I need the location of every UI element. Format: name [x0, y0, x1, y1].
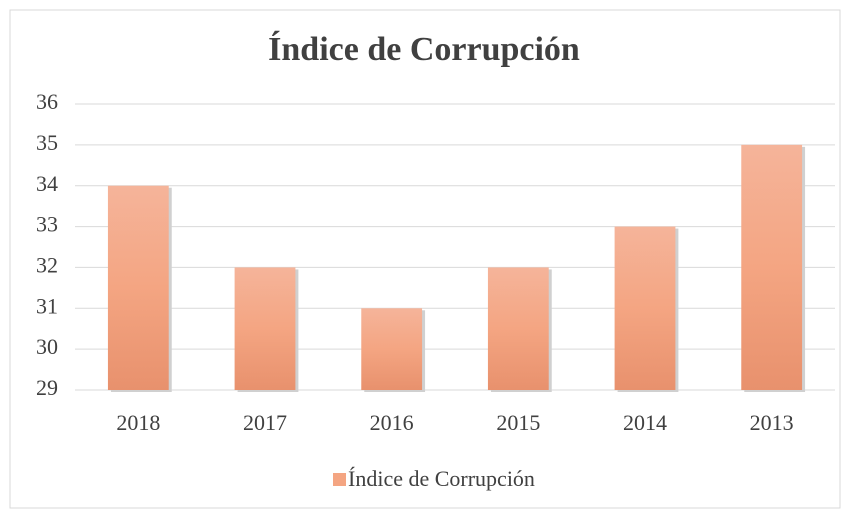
legend-label: Índice de Corrupción: [348, 466, 535, 491]
y-tick-label: 32: [36, 252, 58, 277]
chart-title: Índice de Corrupción: [268, 31, 580, 68]
x-tick-label: 2017: [243, 410, 287, 435]
x-tick-label: 2013: [750, 410, 794, 435]
y-tick-label: 33: [36, 212, 58, 237]
y-tick-label: 31: [36, 293, 58, 318]
bar: [361, 308, 423, 390]
bar: [741, 144, 803, 390]
y-tick-label: 29: [36, 375, 58, 400]
y-tick-label: 35: [36, 130, 58, 155]
y-tick-label: 36: [36, 89, 58, 114]
legend-swatch: [333, 473, 346, 486]
x-tick-label: 2018: [116, 410, 160, 435]
x-tick-label: 2015: [496, 410, 540, 435]
x-tick-label: 2014: [623, 410, 667, 435]
y-tick-label: 30: [36, 334, 58, 359]
y-tick-label: 34: [36, 171, 58, 196]
bar: [614, 226, 676, 390]
bar: [234, 267, 296, 390]
bar: [487, 267, 549, 390]
x-tick-label: 2016: [370, 410, 414, 435]
bar: [107, 185, 169, 390]
